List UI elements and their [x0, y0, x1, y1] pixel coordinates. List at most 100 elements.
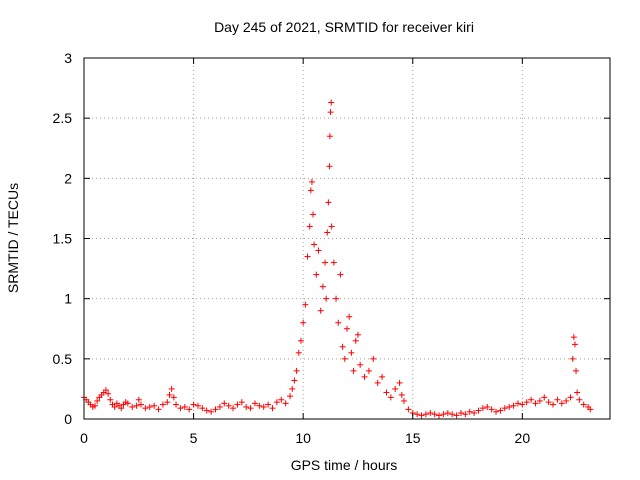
data-point	[405, 406, 412, 413]
data-point	[341, 355, 348, 362]
data-point	[392, 385, 399, 392]
data-point	[107, 396, 114, 403]
data-point	[493, 408, 500, 415]
data-point	[357, 361, 364, 368]
data-point	[418, 412, 425, 419]
data-point	[230, 405, 237, 412]
data-point	[135, 396, 142, 403]
data-point	[333, 295, 340, 302]
data-point	[308, 178, 315, 185]
data-point	[208, 408, 215, 415]
x-axis-label: GPS time / hours	[291, 457, 398, 473]
data-point	[354, 331, 361, 338]
data-point	[311, 241, 318, 248]
data-point	[273, 399, 280, 406]
data-point	[159, 401, 166, 408]
data-point	[361, 373, 368, 380]
data-point	[541, 394, 548, 401]
y-tick-label: 3	[64, 50, 72, 66]
data-point	[523, 399, 530, 406]
data-point	[400, 397, 407, 404]
data-point	[370, 355, 377, 362]
data-point	[105, 390, 112, 397]
x-tick-label: 5	[190, 430, 198, 446]
data-point	[570, 334, 577, 341]
data-point	[346, 313, 353, 320]
x-tick-label: 10	[295, 430, 311, 446]
data-point	[304, 253, 311, 260]
data-point	[348, 349, 355, 356]
data-point	[234, 401, 241, 408]
data-point	[269, 405, 276, 412]
data-point	[146, 403, 153, 410]
x-tick-label: 0	[80, 430, 88, 446]
data-point	[295, 349, 302, 356]
data-point	[102, 387, 109, 394]
data-point	[324, 229, 331, 236]
data-point	[190, 401, 197, 408]
data-point	[339, 343, 346, 350]
data-point	[293, 367, 300, 374]
data-point	[440, 411, 447, 418]
data-point	[137, 401, 144, 408]
data-point	[545, 399, 552, 406]
data-point	[365, 367, 372, 374]
data-point	[94, 397, 101, 404]
data-point	[326, 163, 333, 170]
data-point	[587, 406, 594, 413]
data-point	[186, 406, 193, 413]
x-tick-label: 15	[405, 430, 421, 446]
data-point	[289, 385, 296, 392]
data-point	[168, 385, 175, 392]
grid-lines	[84, 58, 610, 419]
data-point	[243, 403, 250, 410]
data-point	[374, 379, 381, 386]
data-point	[221, 400, 228, 407]
data-point	[260, 403, 267, 410]
data-point	[173, 401, 180, 408]
data-point	[497, 407, 504, 414]
data-point	[170, 394, 177, 401]
data-point	[313, 271, 320, 278]
data-point	[129, 403, 136, 410]
x-tick-label: 20	[515, 430, 531, 446]
data-point	[449, 411, 456, 418]
data-point	[475, 407, 482, 414]
data-point	[558, 400, 565, 407]
data-point	[282, 400, 289, 407]
data-point	[479, 405, 486, 412]
y-tick-label: 0	[64, 411, 72, 427]
data-point	[506, 403, 513, 410]
data-point	[563, 397, 570, 404]
data-point	[528, 396, 535, 403]
data-point	[194, 402, 201, 409]
data-point	[265, 401, 272, 408]
data-point	[297, 337, 304, 344]
data-point	[379, 373, 386, 380]
data-point	[550, 401, 557, 408]
data-point	[317, 307, 324, 314]
data-point	[278, 396, 285, 403]
data-point	[471, 409, 478, 416]
data-point	[427, 409, 434, 416]
y-axis-label: SRMTID / TECUs	[5, 183, 21, 293]
data-point	[567, 394, 574, 401]
data-point	[151, 402, 158, 409]
y-tick-label: 1	[64, 291, 72, 307]
data-point	[398, 391, 405, 398]
data-point	[300, 319, 307, 326]
data-point	[155, 406, 162, 413]
data-point	[484, 403, 491, 410]
data-point	[532, 400, 539, 407]
data-point	[91, 402, 98, 409]
data-point	[118, 405, 125, 412]
data-point	[422, 411, 429, 418]
data-point	[199, 405, 206, 412]
data-point	[569, 355, 576, 362]
data-point	[256, 402, 263, 409]
data-point	[431, 411, 438, 418]
data-point	[322, 259, 329, 266]
chart-title: Day 245 of 2021, SRMTID for receiver kir…	[214, 19, 474, 35]
data-point	[350, 367, 357, 374]
